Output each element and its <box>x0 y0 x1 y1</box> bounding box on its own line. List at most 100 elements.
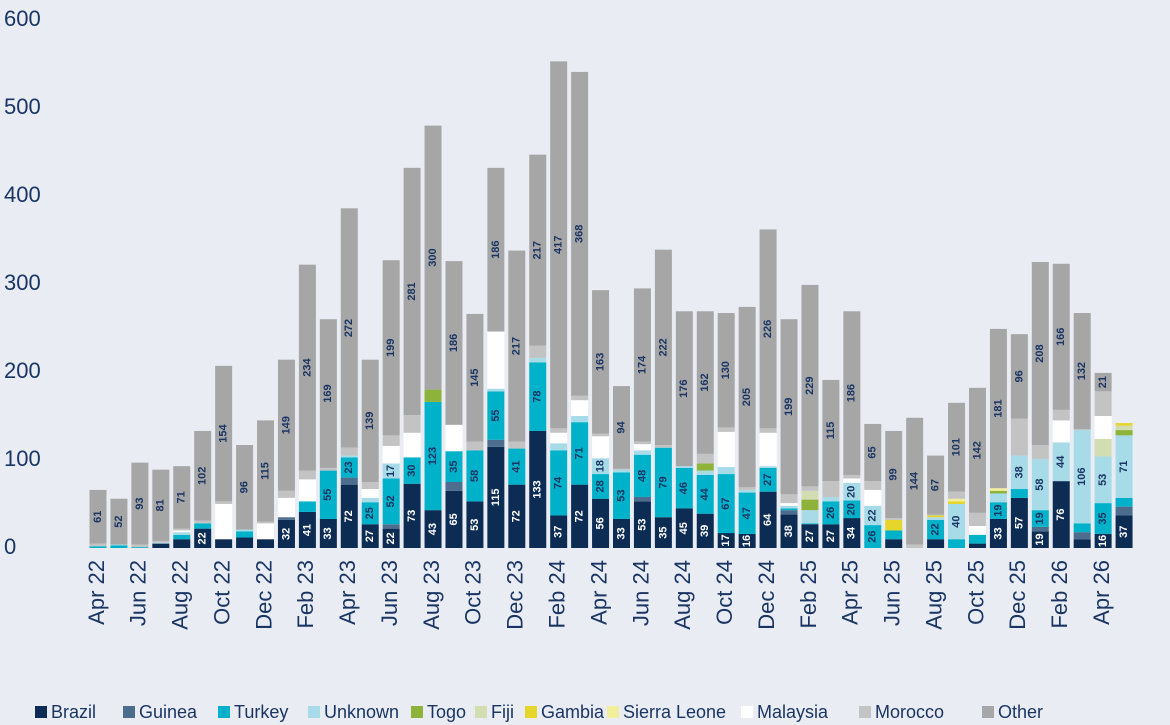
bar-segment <box>215 365 233 502</box>
value-label: 57 <box>1013 517 1025 529</box>
value-label: 18 <box>594 460 606 472</box>
bar-segment <box>759 467 777 492</box>
value-label: 35 <box>1097 512 1109 524</box>
value-label: 43 <box>427 523 439 535</box>
value-label: 33 <box>322 527 334 539</box>
bar-segment <box>696 474 714 514</box>
y-tick-label: 400 <box>4 182 41 207</box>
bar-segment <box>571 484 589 548</box>
value-label: 47 <box>741 507 753 519</box>
bar-segment <box>927 517 945 520</box>
bar-segment <box>340 484 358 548</box>
bar-segment <box>571 416 589 423</box>
value-label: 99 <box>888 468 900 480</box>
bar-segment <box>633 454 651 497</box>
bar-segment <box>613 386 630 469</box>
bar-segment <box>277 490 295 498</box>
bar-segment <box>424 401 442 511</box>
value-label: 81 <box>155 499 167 511</box>
bar-segment <box>487 391 505 440</box>
value-label: 417 <box>553 236 565 254</box>
bar-segment <box>1073 313 1091 430</box>
bar-segment <box>550 450 568 516</box>
bar-segment <box>948 491 966 499</box>
bar-segment <box>613 518 630 548</box>
value-label: 71 <box>176 491 188 503</box>
value-label: 20 <box>846 503 858 515</box>
bar-segment <box>298 501 316 512</box>
bar-segment <box>675 466 693 468</box>
bar-segment <box>780 514 798 548</box>
bar-segment <box>1010 334 1028 419</box>
bar-segment <box>738 487 756 490</box>
bar-segment <box>822 481 840 497</box>
value-label: 17 <box>385 465 397 477</box>
bar-segment <box>340 455 358 458</box>
bar-segment <box>801 523 819 525</box>
bar-segment <box>1031 262 1049 446</box>
value-label: 44 <box>1055 455 1067 468</box>
bar-segment <box>361 489 379 498</box>
legend-label: Fiji <box>491 702 514 722</box>
bar-segment <box>717 313 735 428</box>
bar-segment <box>948 402 966 492</box>
bar-segment <box>110 498 128 545</box>
bar-segment <box>277 517 295 520</box>
bar-segment <box>152 540 170 543</box>
bar-segment <box>89 489 107 544</box>
value-label: 53 <box>615 490 627 502</box>
value-label: 27 <box>804 530 816 542</box>
bar-segment <box>633 444 651 451</box>
bar-segment <box>424 125 442 390</box>
bar-segment <box>340 208 358 448</box>
x-tick-label: Jun 25 <box>880 560 905 626</box>
bar-segment <box>717 533 735 548</box>
y-tick-label: 100 <box>4 446 41 471</box>
bar-segment <box>298 479 316 502</box>
value-label: 73 <box>406 510 418 522</box>
value-label: 16 <box>741 535 753 547</box>
bar-segment <box>1115 425 1133 431</box>
bar-segment <box>633 288 651 442</box>
y-tick-label: 500 <box>4 94 41 119</box>
legend-label: Gambia <box>541 702 605 722</box>
bar-segment <box>801 524 819 548</box>
bar-segment <box>1052 420 1070 443</box>
bar-segment <box>466 450 484 502</box>
value-label: 72 <box>511 510 523 522</box>
bar-segment <box>1115 435 1133 498</box>
value-label: 181 <box>992 399 1004 417</box>
bar-segment <box>1031 526 1049 532</box>
y-tick-label: 600 <box>4 6 41 31</box>
value-label: 205 <box>741 388 753 406</box>
value-label: 45 <box>678 522 690 534</box>
x-tick-label: Aug 24 <box>670 560 695 630</box>
bar-segment <box>759 229 777 429</box>
bar-segment <box>173 466 191 529</box>
bar-segment <box>864 505 882 526</box>
bar-segment <box>1031 531 1049 548</box>
bar-segment <box>1052 481 1070 548</box>
bar-segment <box>885 530 903 540</box>
legend-label: Togo <box>427 702 466 722</box>
value-label: 76 <box>1055 508 1067 520</box>
value-label: 53 <box>1097 474 1109 486</box>
bar-segment <box>487 388 505 392</box>
bar-segment <box>801 499 819 511</box>
bar-segment <box>1052 442 1070 482</box>
bar-segment <box>1010 455 1028 490</box>
value-label: 115 <box>825 422 837 440</box>
legend-swatch <box>982 706 994 718</box>
bar-segment <box>298 511 316 548</box>
bar-segment <box>759 432 777 467</box>
legend-label: Morocco <box>875 702 944 722</box>
bar-segment <box>257 521 275 524</box>
x-tick-label: Feb 24 <box>544 560 569 629</box>
bar-segment <box>571 400 589 416</box>
bar-segment <box>1073 532 1091 540</box>
bar-segment <box>173 532 191 535</box>
bar-segment <box>968 526 986 535</box>
legend-swatch <box>123 706 135 718</box>
value-label: 27 <box>364 530 376 542</box>
bar-segment <box>1115 506 1133 516</box>
